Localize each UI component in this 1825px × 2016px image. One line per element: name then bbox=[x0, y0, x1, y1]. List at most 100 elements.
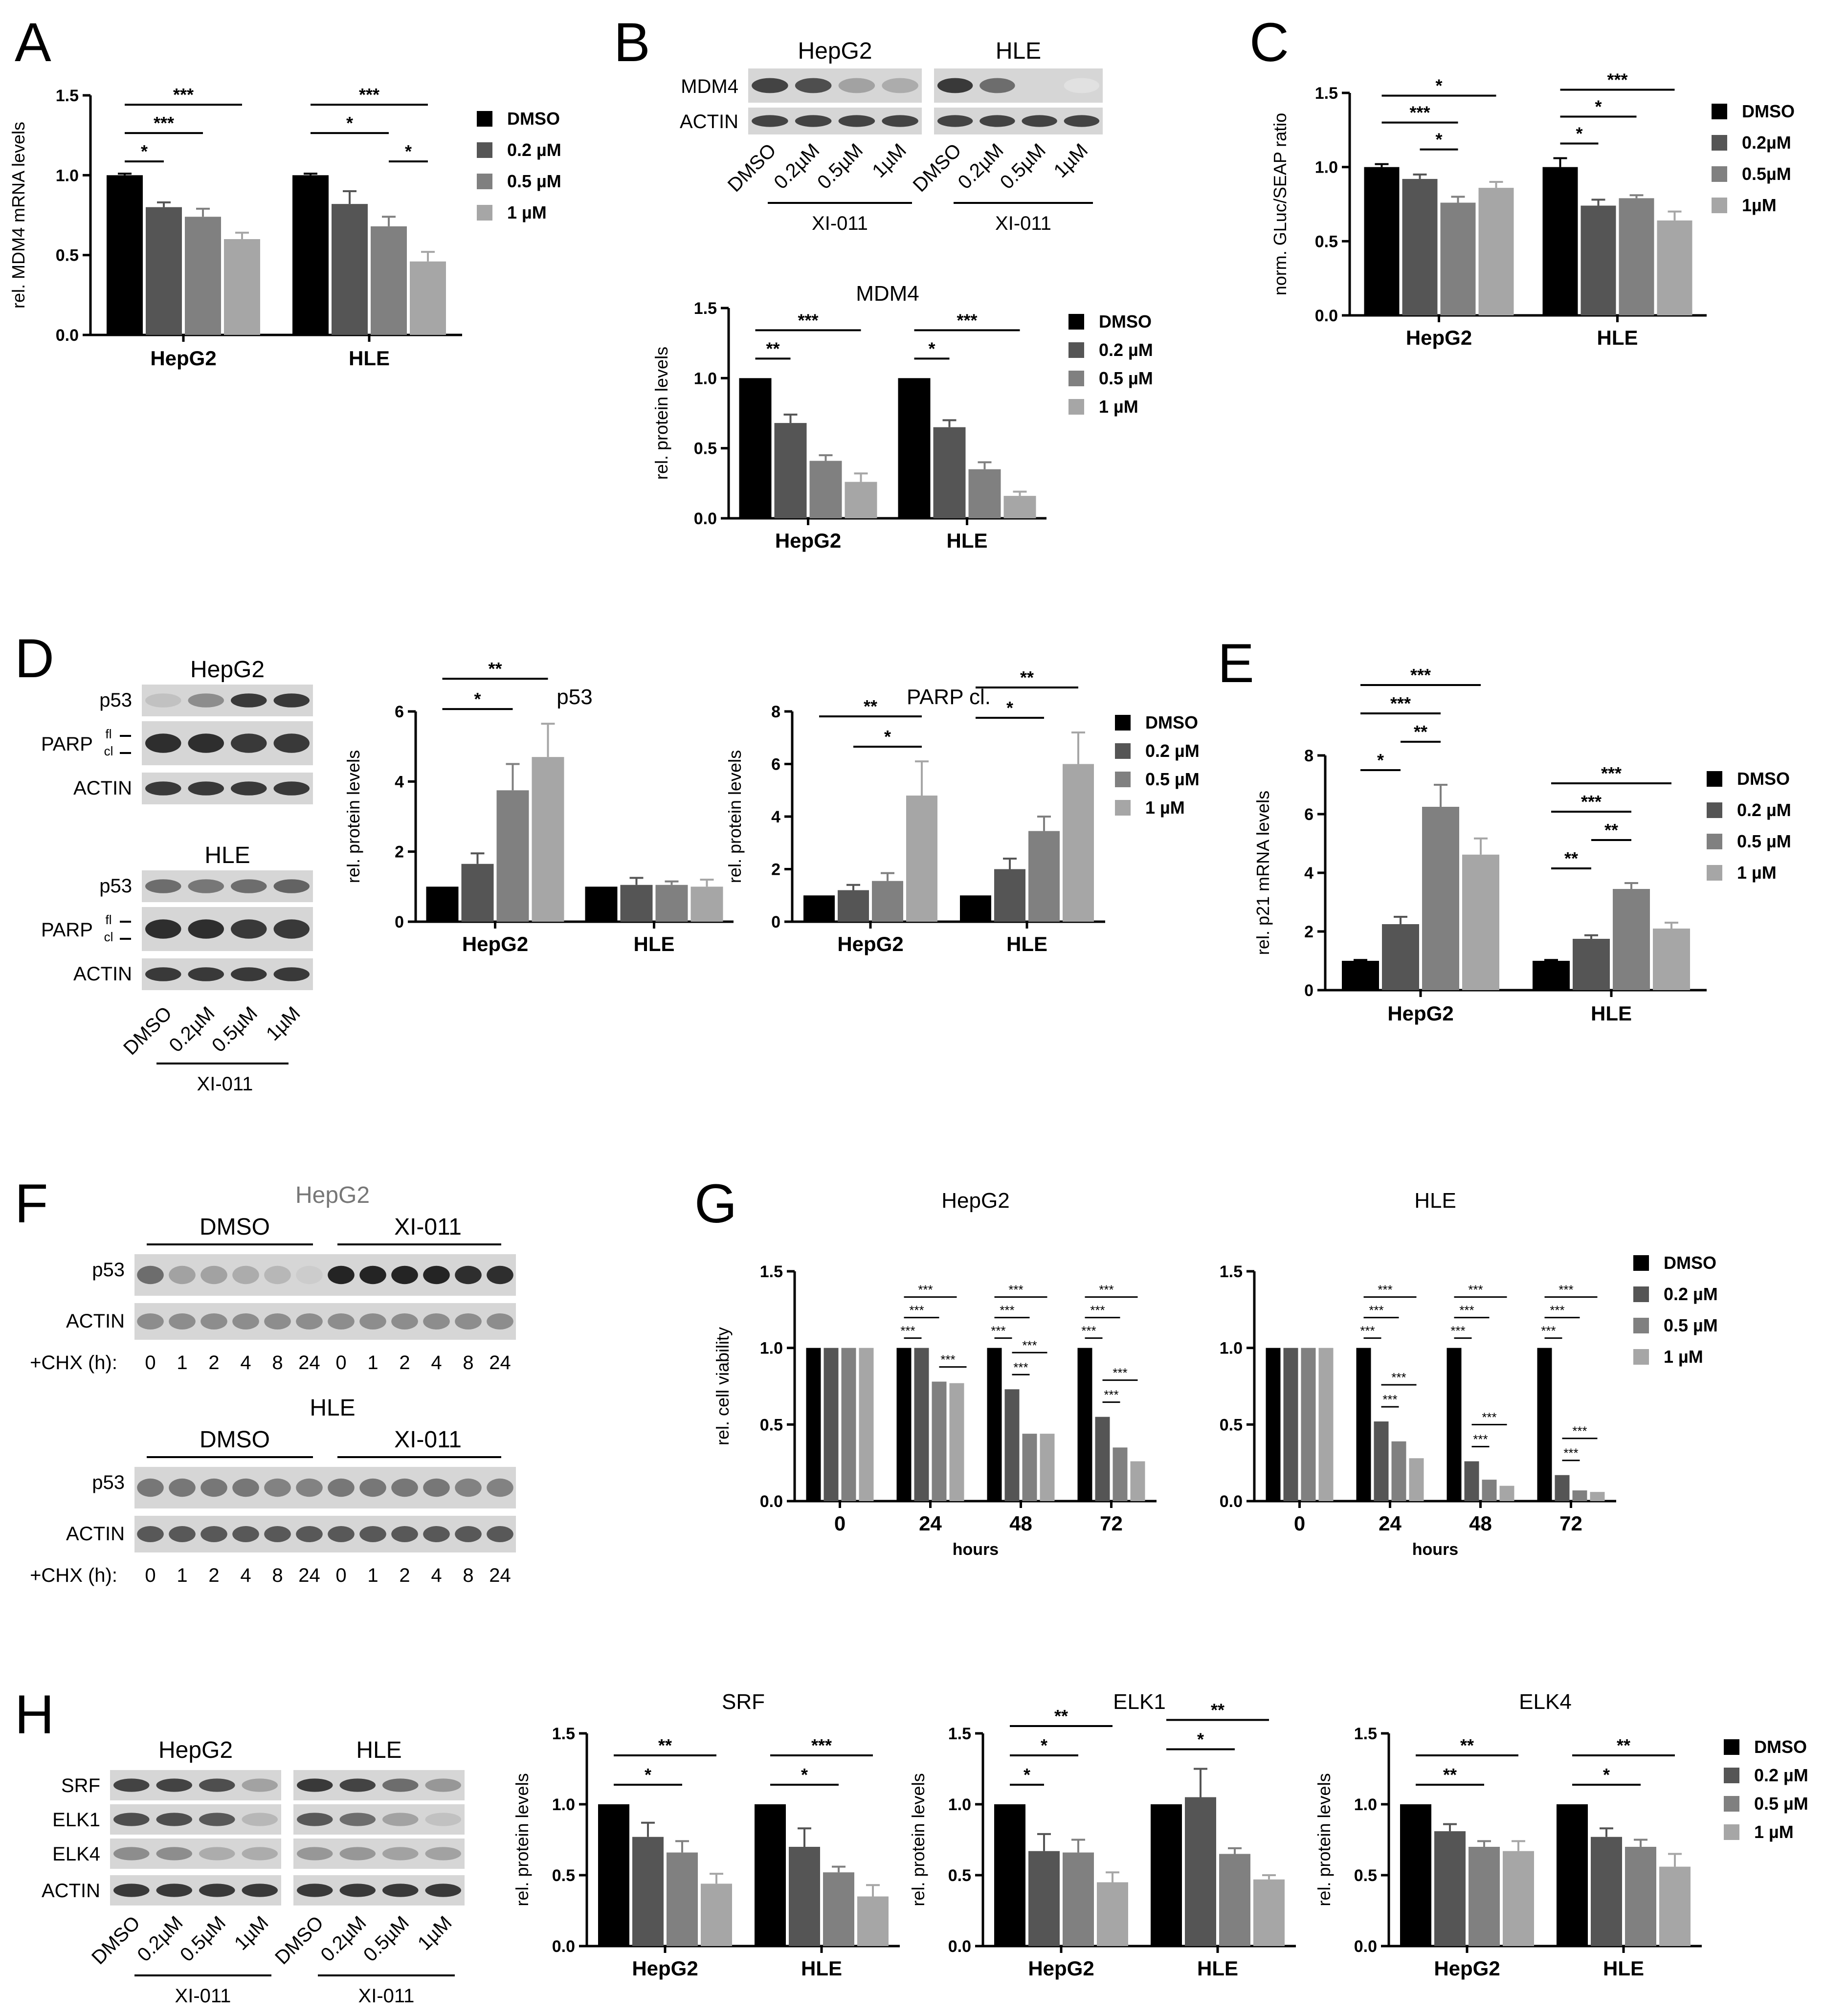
legend-label: 0.5 µM bbox=[1754, 1794, 1808, 1814]
significance-label: ** bbox=[1604, 820, 1618, 840]
blot-hle-band bbox=[382, 1883, 419, 1897]
blot-actin-band bbox=[328, 1313, 355, 1329]
significance-label: * bbox=[645, 1765, 651, 1785]
bar bbox=[932, 1381, 947, 1501]
blot-band-label: fl bbox=[106, 912, 112, 927]
blot-actin-band bbox=[359, 1526, 386, 1542]
legend-label: DMSO bbox=[1145, 712, 1198, 732]
significance-label: * bbox=[884, 727, 891, 747]
bar bbox=[1028, 1851, 1060, 1946]
y-tick-label: 1.5 bbox=[694, 299, 717, 318]
blot-row-label: ACTIN bbox=[42, 1880, 100, 1902]
blot-actin-band bbox=[231, 781, 267, 796]
blot-mdm4-hepg2-band bbox=[752, 78, 788, 93]
significance-label: *** bbox=[1390, 693, 1411, 713]
blot-actin-membrane bbox=[134, 1516, 516, 1552]
time-label: 24 bbox=[489, 1352, 511, 1374]
y-tick-label: 1.0 bbox=[56, 166, 79, 185]
y-axis-label: rel. protein levels bbox=[725, 750, 745, 883]
blot-cell-label: HLE bbox=[204, 842, 250, 868]
significance-label: ** bbox=[1020, 667, 1034, 687]
blot-hle-band bbox=[382, 1778, 419, 1792]
significance-label: *** bbox=[1013, 1360, 1028, 1374]
x-tick-label: 24 bbox=[919, 1512, 942, 1535]
blot-lane-label: 0.2µM bbox=[316, 1912, 370, 1966]
y-tick-label: 0.5 bbox=[948, 1866, 971, 1885]
significance-label: * bbox=[1041, 1735, 1047, 1755]
legend-label: 0.5 µM bbox=[1664, 1315, 1718, 1335]
treatment-label: XI-011 bbox=[995, 213, 1051, 234]
legend-swatch bbox=[1724, 1796, 1739, 1812]
blot-lane-label: DMSO bbox=[724, 139, 780, 196]
blot-row-label: ELK4 bbox=[52, 1843, 100, 1865]
significance-label: *** bbox=[957, 310, 977, 330]
significance-label: ** bbox=[1460, 1735, 1474, 1755]
blot-lane-label: 0.5µM bbox=[996, 139, 1050, 193]
chart-title: MDM4 bbox=[856, 282, 919, 306]
significance-label: * bbox=[1024, 1765, 1030, 1785]
chart-title: HepG2 bbox=[941, 1189, 1009, 1213]
blot-hle-band bbox=[339, 1778, 376, 1792]
significance-label: *** bbox=[1581, 792, 1602, 812]
blot-p53-band bbox=[455, 1478, 482, 1497]
significance-label: * bbox=[1197, 1729, 1204, 1750]
blot-parp-band bbox=[231, 733, 267, 753]
panel-label-G: G bbox=[694, 1173, 737, 1234]
blot-cell-label: HLE bbox=[356, 1737, 401, 1763]
y-axis-label: rel. cell viability bbox=[712, 1327, 733, 1445]
bar bbox=[1151, 1804, 1182, 1946]
blot-p53-band bbox=[296, 1265, 323, 1285]
blot-p53-band bbox=[232, 1478, 259, 1497]
legend-swatch bbox=[1712, 166, 1727, 182]
bar bbox=[1063, 764, 1094, 922]
legend-swatch bbox=[1115, 772, 1131, 787]
x-axis-label: hours bbox=[953, 1540, 999, 1559]
y-tick-label: 1.5 bbox=[1220, 1263, 1243, 1281]
panel-label-A: A bbox=[15, 12, 51, 73]
legend-swatch bbox=[1712, 198, 1727, 213]
bar bbox=[845, 482, 877, 518]
blot-hepg2-band bbox=[156, 1813, 192, 1826]
bar bbox=[1391, 1441, 1406, 1501]
legend-swatch bbox=[1712, 135, 1727, 151]
significance-label: *** bbox=[811, 1735, 832, 1755]
significance-label: * bbox=[1006, 698, 1013, 718]
blot-mdm4-hle-band bbox=[1064, 78, 1100, 93]
legend-swatch bbox=[1724, 1768, 1739, 1783]
bar bbox=[859, 1348, 874, 1501]
bar bbox=[987, 1348, 1002, 1501]
time-label: 0 bbox=[335, 1565, 346, 1586]
significance-label: *** bbox=[1391, 1370, 1406, 1385]
blot-actin-band bbox=[487, 1313, 513, 1329]
legend-swatch bbox=[1115, 743, 1131, 759]
bar bbox=[1022, 1434, 1037, 1501]
legend-label: DMSO bbox=[1099, 311, 1152, 332]
bar bbox=[1434, 1831, 1466, 1946]
chart-title: ELK1 bbox=[1113, 1690, 1166, 1714]
bar bbox=[185, 217, 221, 335]
blot-p53-band bbox=[169, 1478, 196, 1497]
blot-hepg2-band bbox=[113, 1813, 150, 1826]
bar bbox=[1482, 1480, 1497, 1501]
chart-title: PARP cl. bbox=[907, 685, 991, 709]
significance-label: *** bbox=[1360, 1324, 1375, 1338]
blot-p53-band bbox=[232, 1265, 259, 1285]
bar bbox=[1659, 1866, 1691, 1946]
chart-G-hepg2: 0.0 0.5 1.0 1.5 rel. cell viability HepG2 0 24 4… bbox=[712, 1189, 1157, 1559]
x-tick-label: HepG2 bbox=[1406, 326, 1472, 349]
y-tick-label: 0.5 bbox=[56, 246, 79, 265]
blot-actin-band bbox=[359, 1313, 386, 1329]
panel-label-H: H bbox=[15, 1684, 54, 1745]
bar bbox=[1542, 167, 1578, 315]
bar bbox=[1402, 178, 1438, 315]
blot-hepg2-band bbox=[199, 1813, 235, 1826]
blot-lane-label: 0.2µM bbox=[954, 139, 1007, 193]
time-label: 8 bbox=[463, 1352, 473, 1374]
significance-label: *** bbox=[1081, 1324, 1096, 1338]
blot-hle-band bbox=[425, 1883, 461, 1897]
time-label: 24 bbox=[298, 1352, 320, 1374]
condition-label: XI-011 bbox=[394, 1214, 462, 1240]
legend-label: 0.2 µM bbox=[507, 140, 561, 160]
